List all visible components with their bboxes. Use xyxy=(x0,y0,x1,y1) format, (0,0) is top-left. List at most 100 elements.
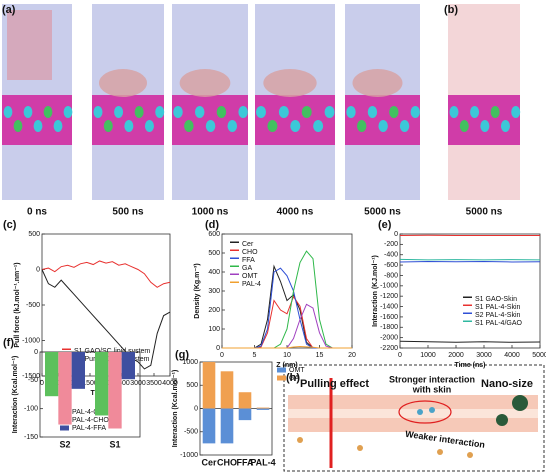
y-axis-label: Density (Kg.m⁻³) xyxy=(194,263,201,318)
legend-label: FFA xyxy=(242,257,255,264)
legend-swatch xyxy=(463,296,472,298)
y-tick-label: 500 xyxy=(208,250,220,257)
legend-label: OMT xyxy=(242,273,258,280)
bar xyxy=(238,392,252,409)
molecule xyxy=(467,452,473,458)
bar xyxy=(108,352,122,429)
y-tick-label: -50 xyxy=(28,377,38,384)
x-tick-label: 2500 xyxy=(114,380,130,387)
legend-swatch xyxy=(230,257,239,259)
y-tick-label: -1000 xyxy=(380,283,398,290)
panel-label: (g) xyxy=(175,349,189,361)
x-tick-label: FFA xyxy=(237,457,254,467)
y-tick-label: -400 xyxy=(384,252,398,259)
molecule xyxy=(429,407,435,413)
lipid xyxy=(313,120,324,132)
panel-label: (a) xyxy=(2,4,16,16)
diagram-label: with skin xyxy=(412,384,452,394)
lipid xyxy=(511,106,521,118)
snapshot-time: 5000 ns xyxy=(466,207,503,218)
membrane xyxy=(2,95,72,145)
lipid xyxy=(357,120,367,132)
legend-swatch xyxy=(463,304,472,306)
lipid xyxy=(114,106,124,118)
lipid xyxy=(43,106,53,118)
y-tick-label: -500 xyxy=(26,302,40,309)
x-tick-label: 5000 xyxy=(532,352,546,359)
x-tick-label: 15 xyxy=(316,352,324,359)
snapshot-time: 4000 ns xyxy=(277,207,314,218)
snapshot-time: 500 ns xyxy=(112,207,144,218)
x-tick-label: 4000 xyxy=(504,352,520,359)
legend-label: GA xyxy=(242,265,252,272)
legend-label: PAL-4-CHO xyxy=(72,417,109,424)
y-tick-label: 0 xyxy=(34,349,38,356)
y-tick-label: -1000 xyxy=(22,337,40,344)
line xyxy=(222,345,352,349)
lipid xyxy=(480,120,490,132)
lipid xyxy=(399,120,410,132)
lipid xyxy=(173,106,183,118)
bar xyxy=(238,408,252,421)
x-tick-label: PAL-4 xyxy=(250,457,275,467)
lipid xyxy=(290,120,301,132)
legend-swatch xyxy=(230,241,239,243)
y-tick-label: -1500 xyxy=(22,373,40,380)
x-tick-label: 20 xyxy=(348,352,356,359)
lipid xyxy=(500,120,510,132)
layer xyxy=(288,409,538,418)
lipid xyxy=(3,106,13,118)
membrane xyxy=(345,95,420,145)
lipid xyxy=(124,120,134,132)
x-tick-label: S1 xyxy=(109,439,120,449)
legend-label: Cer xyxy=(242,241,254,248)
x-tick-label: 1000 xyxy=(420,352,436,359)
line xyxy=(41,269,171,370)
bar xyxy=(58,352,72,425)
x-tick-label: 4000 xyxy=(162,380,178,387)
lipid xyxy=(134,106,144,118)
snapshot-time: 1000 ns xyxy=(192,207,229,218)
panel-label: (h) xyxy=(286,372,300,384)
y-tick-label: 0 xyxy=(394,231,398,238)
x-axis-label: Time (ns) xyxy=(455,362,486,369)
lipid xyxy=(367,106,378,118)
bar xyxy=(256,407,270,409)
lipid xyxy=(410,106,420,118)
lipid xyxy=(23,106,33,118)
legend-swatch xyxy=(230,273,239,275)
x-tick-label: 2000 xyxy=(448,352,464,359)
lipid xyxy=(53,120,63,132)
y-tick-label: -1400 xyxy=(380,303,398,310)
lipid xyxy=(490,106,500,118)
panel-label: (b) xyxy=(444,4,458,16)
line xyxy=(399,258,541,261)
y-tick-label: -2000 xyxy=(380,334,398,341)
line xyxy=(399,260,541,263)
y-tick-label: -500 xyxy=(184,429,198,436)
nanoparticle xyxy=(352,69,403,97)
legend-label: S1 GAO-Skin xyxy=(475,296,517,303)
nanoparticle xyxy=(7,10,52,80)
x-tick-label: S2 xyxy=(59,439,70,449)
lipid xyxy=(459,120,469,132)
diagram-label: Pulling effect xyxy=(300,378,369,390)
lipid xyxy=(13,120,23,132)
membrane xyxy=(172,95,248,145)
legend-label: GA xyxy=(289,375,299,382)
lipid xyxy=(389,106,399,118)
y-tick-label: 1000 xyxy=(182,359,198,366)
bar xyxy=(220,408,234,444)
x-axis-label: Z (nm) xyxy=(276,362,297,369)
lipid xyxy=(470,106,480,118)
bar xyxy=(220,371,234,409)
lipid xyxy=(301,106,312,118)
legend-swatch xyxy=(463,320,472,322)
y-tick-label: 400 xyxy=(208,269,220,276)
y-tick-label: -150 xyxy=(24,434,38,441)
diagram-h: Pulling effect Stronger interaction with… xyxy=(283,364,545,472)
x-tick-label: 1500 xyxy=(82,380,98,387)
legend-swatch xyxy=(62,348,71,350)
lipid xyxy=(155,106,165,118)
line xyxy=(399,340,541,343)
